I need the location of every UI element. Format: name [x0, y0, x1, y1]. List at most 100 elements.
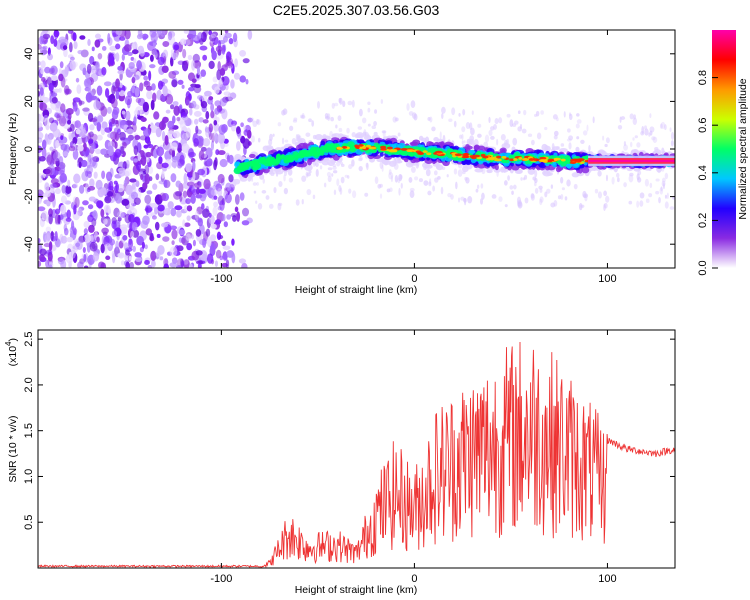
- spectrogram-faint-cell: [512, 184, 517, 190]
- spectrogram-noise-cell: [100, 124, 106, 136]
- spectrogram-noise-cell: [140, 173, 144, 181]
- spectrogram-noise-cell: [156, 233, 161, 239]
- spectrogram-noise-cell: [152, 92, 157, 103]
- spectrogram-faint-cell: [418, 178, 424, 183]
- spectrogram-noise-cell: [53, 151, 61, 162]
- spectrogram-faint-cell: [490, 135, 495, 140]
- spectrogram-noise-cell: [214, 108, 218, 115]
- spectrogram-noise-cell: [68, 132, 73, 140]
- spectrogram-noise-cell: [202, 138, 211, 147]
- spectrogram-noise-cell: [162, 236, 170, 242]
- spectrogram-noise-cell: [219, 158, 228, 168]
- spectrogram-faint-cell: [306, 172, 311, 177]
- spectrogram-noise-cell: [109, 54, 115, 66]
- spectrogram-noise-cell: [124, 213, 131, 224]
- spectrogram-noise-cell: [45, 166, 53, 177]
- spectrogram-noise-cell: [232, 214, 237, 222]
- spectrogram-faint-cell: [594, 188, 599, 194]
- spectrogram-noise-cell: [173, 44, 180, 51]
- spectrogram-noise-cell: [139, 82, 144, 92]
- spectrogram-noise-cell: [67, 119, 72, 125]
- spectrogram-peak-cell: [386, 146, 393, 150]
- spectrogram-noise-cell: [134, 87, 140, 98]
- spectrogram-faint-cell: [481, 192, 485, 200]
- spectrogram-faint-cell: [560, 176, 564, 184]
- spectrogram-noise-cell: [44, 233, 51, 243]
- spectrogram-faint-cell: [255, 200, 258, 204]
- spectrogram-noise-cell: [47, 53, 54, 61]
- spectrogram-faint-cell: [498, 117, 503, 124]
- spectrogram-faint-cell: [423, 180, 429, 186]
- spectrogram-noise-cell: [239, 192, 245, 201]
- spectrogram-noise-cell: [105, 255, 111, 261]
- spectrogram-noise-cell: [41, 139, 47, 150]
- spectrogram-noise-cell: [195, 125, 199, 134]
- spectrogram-faint-cell: [561, 187, 565, 191]
- spectrogram-faint-cell: [351, 99, 355, 108]
- spectrogram-faint-cell: [439, 131, 442, 140]
- spectrogram-noise-cell: [188, 151, 196, 158]
- spectrogram-noise-cell: [47, 135, 52, 145]
- spectrogram-band-cell: [461, 166, 469, 173]
- spectrogram-faint-cell: [636, 200, 640, 208]
- spectrogram-noise-cell: [145, 157, 150, 163]
- spectrogram-band-cell: [581, 166, 590, 174]
- spectrogram-faint-cell: [409, 190, 415, 198]
- spectrogram-faint-cell: [605, 137, 610, 144]
- spectrogram-faint-cell: [379, 193, 383, 199]
- spectrogram-noise-cell: [60, 143, 68, 151]
- spectrogram-faint-cell: [500, 134, 506, 141]
- spectrogram-faint-cell: [450, 194, 454, 200]
- spectrogram-noise-cell: [144, 194, 152, 205]
- spectrogram-faint-cell: [476, 184, 480, 189]
- spectrogram-faint-cell: [333, 102, 339, 107]
- spectrogram-band-cell: [601, 150, 607, 157]
- spectrogram-xtick-label: 0: [411, 273, 417, 285]
- spectrogram-faint-cell: [308, 118, 312, 123]
- spectrogram-peak-cell: [574, 159, 582, 163]
- spectrogram-band-cell: [331, 133, 337, 138]
- spectrogram-noise-cell: [106, 106, 112, 114]
- spectrogram-noise-cell: [53, 30, 60, 38]
- spectrogram-noise-cell: [139, 135, 147, 141]
- spectrogram-faint-cell: [603, 202, 608, 209]
- spectrogram-noise-cell: [172, 156, 180, 161]
- spectrogram-noise-cell: [51, 96, 58, 104]
- spectrogram-noise-cell: [54, 214, 60, 224]
- spectrogram-faint-cell: [338, 98, 342, 104]
- spectrogram-noise-cell: [208, 96, 214, 101]
- spectrogram-faint-cell: [447, 193, 452, 198]
- spectrogram-noise-cell: [130, 191, 139, 200]
- spectrogram-noise-cell: [137, 188, 142, 200]
- spectrogram-noise-cell: [218, 78, 223, 88]
- spectrogram-noise-cell: [167, 201, 174, 210]
- spectrogram-band-cell: [379, 152, 384, 157]
- snr-plot-area: [38, 330, 675, 568]
- spectrogram-noise-cell: [165, 109, 171, 114]
- spectrogram-faint-cell: [552, 114, 558, 120]
- spectrogram-faint-cell: [628, 200, 633, 205]
- spectrogram-faint-cell: [611, 176, 615, 185]
- spectrogram-band-cell: [557, 159, 562, 165]
- spectrogram-noise-cell: [115, 182, 119, 192]
- spectrogram-faint-cell: [252, 120, 258, 128]
- spectrogram-noise-cell: [70, 56, 75, 61]
- spectrogram-noise-cell: [131, 76, 136, 84]
- spectrogram-faint-cell: [660, 121, 666, 129]
- spectrogram-noise-cell: [215, 249, 222, 259]
- spectrogram-faint-cell: [471, 110, 474, 115]
- spectrogram-band-cell: [469, 150, 475, 154]
- spectrogram-noise-cell: [246, 129, 252, 139]
- spectrogram-noise-cell: [65, 185, 72, 195]
- spectrogram-noise-cell: [85, 92, 93, 103]
- spectrogram-faint-cell: [390, 174, 393, 183]
- spectrogram-faint-cell: [251, 135, 255, 143]
- spectrogram-faint-cell: [644, 178, 649, 187]
- spectrogram-noise-cell: [139, 32, 144, 39]
- spectrogram-noise-cell: [88, 224, 95, 233]
- spectrogram-noise-cell: [88, 154, 92, 163]
- snr-xlabel: Height of straight line (km): [295, 584, 418, 596]
- spectrogram-band-cell: [259, 174, 265, 180]
- spectrogram-faint-cell: [527, 133, 533, 138]
- spectrogram-noise-cell: [202, 237, 207, 249]
